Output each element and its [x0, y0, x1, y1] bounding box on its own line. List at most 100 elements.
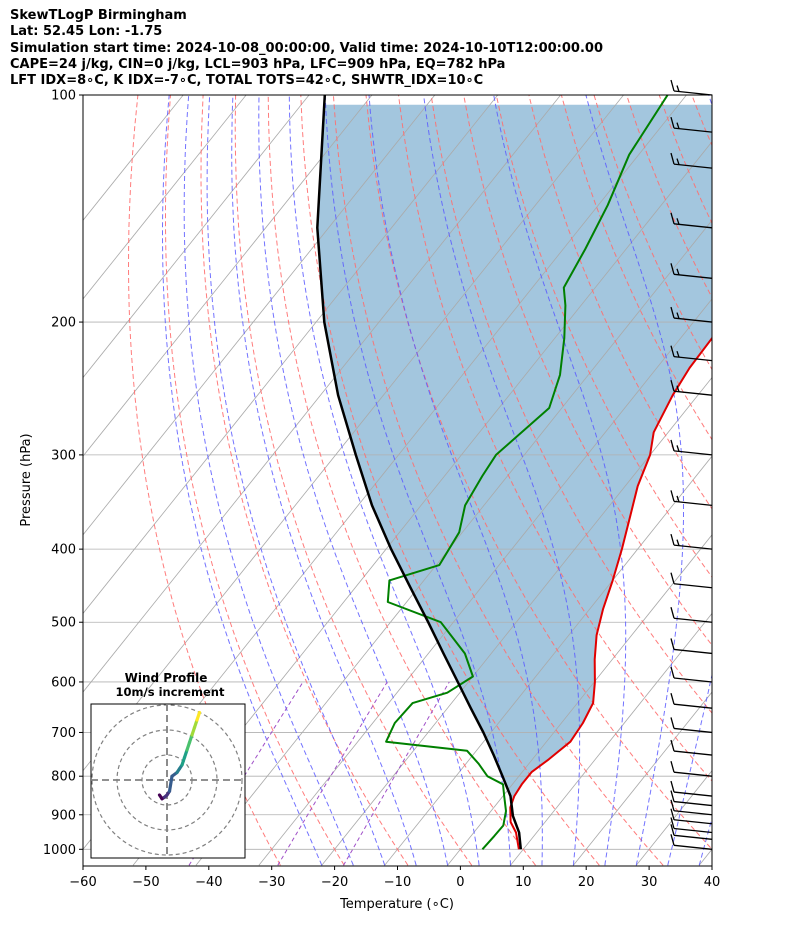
- barb-staff: [673, 727, 713, 734]
- barb-staff: [673, 500, 713, 507]
- barb-staff: [673, 844, 713, 850]
- barb-half: [676, 218, 680, 225]
- indices-line-2: LFT IDX=8∘C, K IDX=-7∘C, TOTAL TOTS=42∘C…: [10, 73, 484, 89]
- y-tick-label: 700: [51, 726, 76, 741]
- isotherm-line: [83, 95, 310, 379]
- temperature-profile: [509, 336, 712, 850]
- barb-staff: [673, 703, 713, 709]
- isotherm-line: [573, 691, 712, 866]
- parcel-profile: [316, 95, 523, 850]
- barb-half: [676, 539, 680, 546]
- isotherm-line: [698, 848, 712, 866]
- y-tick-label: 200: [51, 316, 76, 331]
- barb-staff: [673, 273, 713, 279]
- dry-adiabat: [528, 95, 712, 510]
- indices-line-1: CAPE=24 j/kg, CIN=0 j/kg, LCL=903 hPa, L…: [10, 56, 506, 72]
- dry-adiabat: [234, 95, 473, 866]
- dewpoint-profile: [385, 95, 669, 850]
- isotherm-line: [83, 95, 373, 457]
- axis-layer: −60 −50 −40 −30 −20 −10 0 10 20 30 40 1000 900 800 700…: [43, 89, 720, 891]
- dry-adiabat: [790, 95, 794, 865]
- dry-adiabat: [560, 95, 712, 441]
- isotherm-line: [321, 376, 712, 866]
- isotherm-line: [83, 95, 436, 536]
- barb-flag: [670, 306, 675, 319]
- hodograph-trace: [195, 710, 202, 722]
- chart-title: SkewTLogP Birmingham: [10, 8, 187, 23]
- barb-staff: [673, 544, 713, 550]
- wind-barb: [670, 212, 713, 229]
- barb-half: [676, 495, 680, 503]
- isotherm-line: [447, 534, 712, 866]
- x-tick-label: −60: [69, 875, 96, 890]
- dry-adiabat: [398, 95, 712, 782]
- barb-flag: [670, 693, 675, 705]
- dry-adiabat: [430, 95, 712, 714]
- y-tick-label: 300: [51, 448, 76, 463]
- barb-flag: [670, 79, 675, 92]
- barb-staff: [673, 356, 713, 362]
- barb-staff: [673, 450, 713, 456]
- mixing-ratio-line: [343, 681, 450, 866]
- wind-barb: [670, 799, 713, 816]
- location-line: Lat: 52.45 Lon: -1.75: [10, 24, 163, 40]
- barb-flag: [670, 345, 675, 357]
- moist-adiabat: [162, 95, 323, 866]
- dry-adiabat: [267, 95, 536, 866]
- barb-half: [676, 268, 680, 276]
- wind-barb: [670, 761, 713, 777]
- x-tick-label: 20: [578, 875, 595, 890]
- barb-staff: [673, 617, 713, 623]
- x-tick-label: −50: [132, 875, 159, 890]
- barb-flag: [670, 490, 675, 502]
- dry-adiabat: [127, 95, 281, 866]
- barb-flag: [670, 638, 675, 650]
- time-line: Simulation start time: 2024-10-08_00:00:…: [10, 40, 603, 56]
- x-tick-label: 40: [704, 875, 721, 890]
- barb-staff: [673, 223, 713, 229]
- wind-barb: [670, 116, 713, 133]
- inset-title: Wind Profile: [125, 671, 208, 685]
- moist-adiabat: [288, 95, 480, 866]
- barb-flag: [670, 533, 675, 546]
- moist-adiabat: [368, 95, 543, 866]
- barb-flag: [670, 761, 675, 773]
- mixing-ratio-line: [277, 681, 388, 866]
- wind-barb: [670, 572, 713, 589]
- moist-adiabat: [183, 95, 354, 866]
- barb-flag: [670, 116, 675, 129]
- barb-flag: [670, 780, 675, 793]
- wind-barb: [670, 79, 713, 96]
- barb-staff: [673, 648, 713, 655]
- barb-half: [676, 85, 680, 92]
- moist-adiabat: [258, 95, 449, 866]
- barb-flag: [670, 824, 675, 836]
- barb-flag: [670, 808, 675, 820]
- wind-barb: [670, 439, 713, 456]
- y-tick-label: 1000: [43, 843, 76, 858]
- isotherm-line: [83, 95, 247, 300]
- hodograph-trace: [167, 774, 174, 793]
- barb-staff: [673, 800, 713, 807]
- barb-half: [676, 122, 680, 129]
- wind-barbs: [670, 79, 713, 850]
- wind-barb: [670, 739, 713, 756]
- dry-adiabat: [757, 95, 794, 865]
- barb-staff: [673, 390, 713, 396]
- barb-flag: [670, 572, 675, 584]
- x-tick-label: 0: [456, 875, 464, 890]
- barb-staff: [673, 677, 713, 683]
- barb-flag: [670, 817, 675, 829]
- y-axis-label: Pressure (hPa): [19, 433, 34, 526]
- barb-half: [676, 312, 680, 319]
- series-layer: [316, 95, 712, 850]
- wind-barb: [670, 379, 713, 396]
- x-axis-label: Temperature (∘C): [339, 897, 454, 912]
- barb-flag: [670, 799, 675, 811]
- barb-flag: [670, 379, 675, 392]
- barb-staff: [673, 827, 713, 834]
- wind-barb: [670, 824, 713, 840]
- wind-barb: [670, 533, 713, 550]
- wind-barb: [670, 717, 713, 734]
- y-tick-label: 400: [51, 543, 76, 558]
